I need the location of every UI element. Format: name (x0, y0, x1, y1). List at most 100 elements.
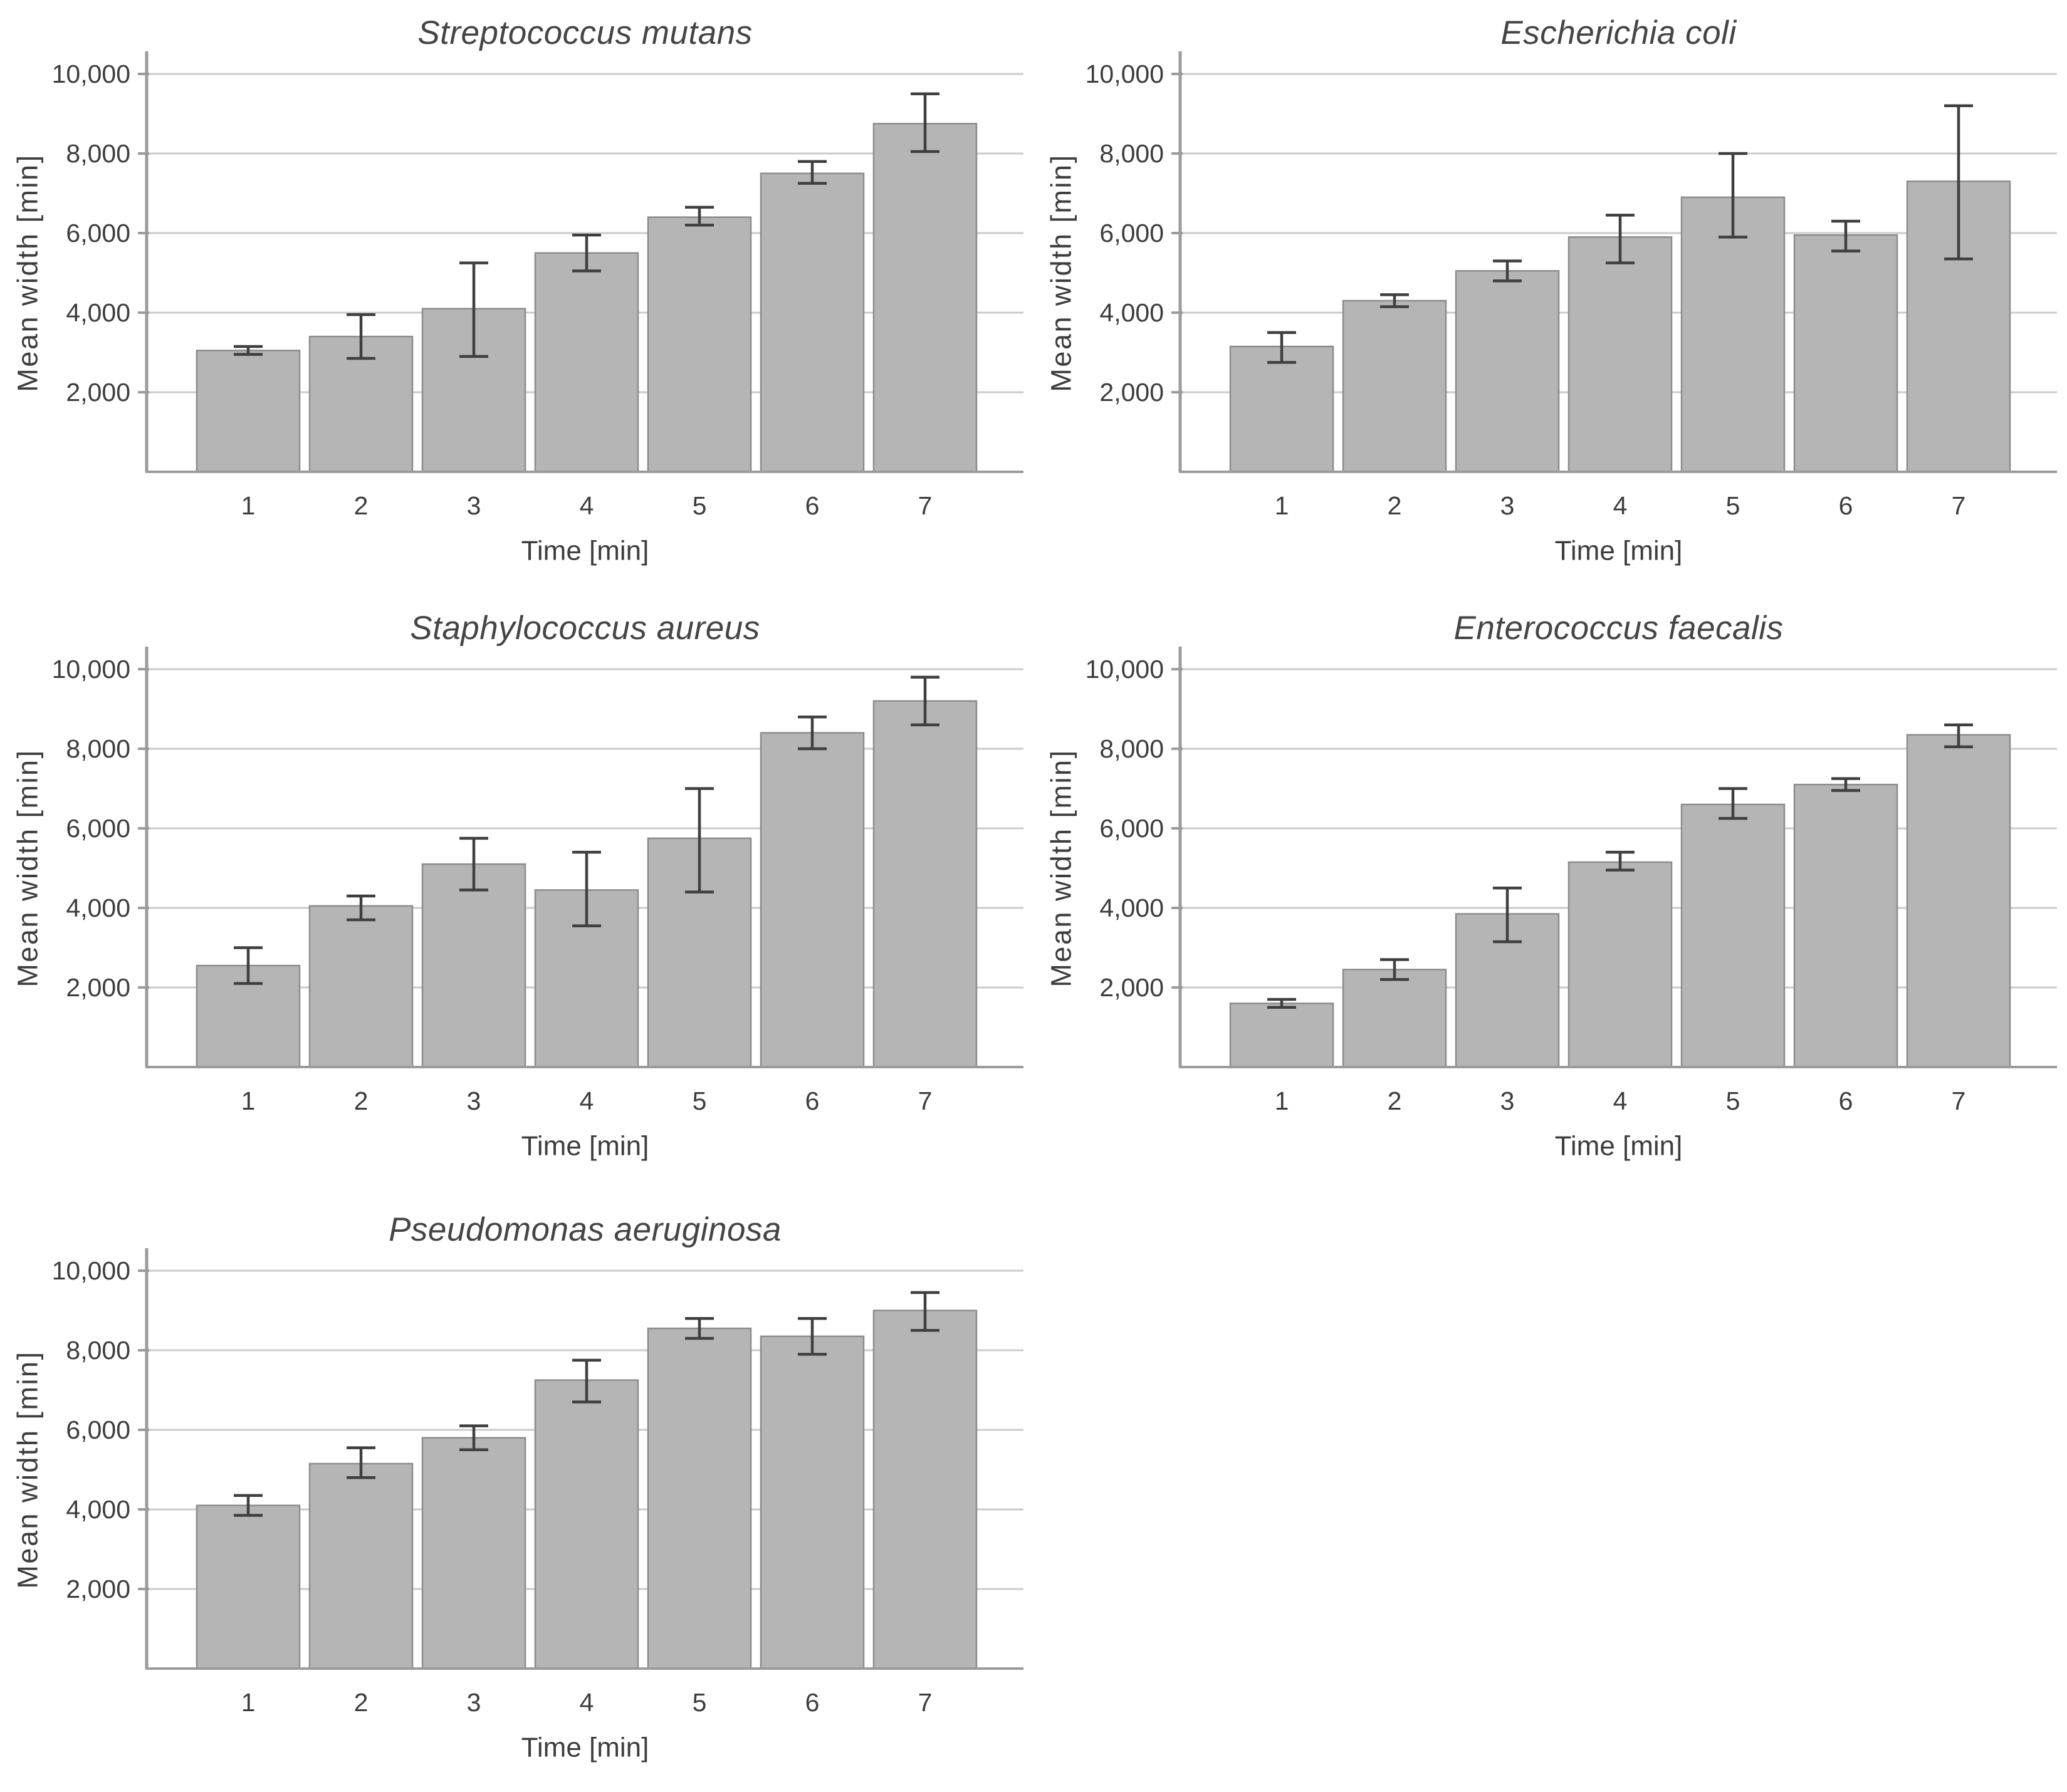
y-tick-label: 6,000 (66, 814, 130, 843)
x-axis-title: Time [min] (521, 536, 649, 566)
x-axis-title: Time [min] (521, 1732, 649, 1763)
chart-title: Enterococcus faecalis (1453, 610, 1784, 647)
y-tick-label: 8,000 (1099, 139, 1164, 168)
bar-t5 (647, 216, 752, 473)
bar-t5 (1680, 196, 1786, 473)
x-tick-label: 2 (1388, 491, 1402, 520)
x-tick-label: 1 (1275, 491, 1289, 520)
y-tick-label: 2,000 (66, 1575, 130, 1603)
chart-streptococcus-mutans: Streptococcus mutans 2,000 4,000 6,000 8,00… (0, 0, 1034, 595)
bar-t6 (760, 732, 865, 1068)
bar-t6 (760, 172, 865, 473)
y-tick-label: 4,000 (66, 298, 130, 327)
y-tick-label: 2,000 (1099, 378, 1164, 407)
bar-t5 (647, 1327, 752, 1670)
x-tick-label: 2 (354, 1086, 369, 1115)
bar-t4 (1567, 861, 1673, 1068)
y-tick-label: 8,000 (66, 139, 130, 168)
chart-title: Staphylococcus aureus (410, 610, 760, 647)
bar-t3 (421, 863, 526, 1068)
x-tick-label: 7 (1952, 491, 1966, 520)
y-tick-label: 10,000 (52, 655, 130, 684)
chart-title: Escherichia coli (1500, 14, 1737, 51)
chart-title: Streptococcus mutans (417, 14, 753, 51)
y-axis-title: Mean width [min] (1045, 749, 1077, 987)
bar-t1 (196, 350, 301, 473)
y-tick-label: 6,000 (1099, 219, 1164, 247)
bar-t6 (1793, 234, 1898, 473)
x-tick-label: 4 (580, 1086, 594, 1115)
x-tick-label: 4 (1613, 1086, 1628, 1115)
y-tick-label: 2,000 (66, 378, 130, 407)
x-tick-label: 6 (1839, 1086, 1853, 1115)
y-tick-label: 8,000 (66, 734, 130, 763)
empty-cell (1034, 1197, 2067, 1792)
bar-t5 (1680, 803, 1786, 1068)
bar-chart-svg: 2,000 4,000 6,000 8,000 10,000 1 2 3 4 5 6 7 Time [m… (1045, 647, 2057, 1162)
y-tick-label: 8,000 (1099, 734, 1164, 763)
y-axis-title: Mean width [min] (1045, 154, 1077, 392)
bar-t3 (1455, 270, 1560, 473)
bar-t1 (1229, 345, 1334, 473)
x-tick-label: 6 (805, 1688, 820, 1717)
x-tick-label: 5 (693, 1086, 707, 1115)
bar-t4 (1567, 236, 1673, 473)
y-tick-label: 10,000 (1086, 655, 1164, 684)
x-tick-label: 4 (1613, 491, 1628, 520)
x-tick-label: 3 (1500, 1086, 1515, 1115)
x-tick-label: 7 (1952, 1086, 1966, 1115)
x-tick-label: 5 (693, 491, 707, 520)
y-tick-label: 8,000 (66, 1336, 130, 1365)
chart-escherichia-coli: Escherichia coli 2,000 4,000 6,000 8,000 10,… (1034, 0, 2067, 595)
y-tick-label: 10,000 (1086, 60, 1164, 88)
bar-t2 (1342, 969, 1447, 1068)
x-tick-label: 2 (1388, 1086, 1402, 1115)
bar-t3 (421, 1437, 526, 1670)
bar-t7 (872, 123, 978, 473)
x-axis-title: Time [min] (521, 1131, 649, 1162)
y-axis-title: Mean width [min] (12, 154, 44, 392)
bar-chart-svg: 2,000 4,000 6,000 8,000 10,000 1 2 3 4 5 6 7 Time [m… (12, 647, 1023, 1162)
y-tick-label: 2,000 (66, 973, 130, 1002)
bar-t6 (760, 1335, 865, 1670)
y-tick-label: 10,000 (52, 60, 130, 88)
bar-t2 (308, 1462, 414, 1670)
y-tick-label: 4,000 (66, 893, 130, 922)
x-tick-label: 1 (241, 1688, 256, 1717)
x-tick-label: 6 (1839, 491, 1853, 520)
x-tick-label: 1 (241, 491, 256, 520)
bar-t1 (196, 1504, 301, 1670)
y-axis-title: Mean width [min] (12, 1350, 44, 1588)
chart-pseudomonas-aeruginosa: Pseudomonas aeruginosa 2,000 4,000 6,000 8,… (0, 1197, 1034, 1792)
y-axis-title: Mean width [min] (12, 749, 44, 987)
bar-t6 (1793, 783, 1898, 1068)
x-tick-label: 5 (1726, 1086, 1740, 1115)
x-axis-title: Time [min] (1555, 1131, 1683, 1162)
x-tick-label: 4 (580, 1688, 594, 1717)
bar-t4 (534, 1379, 639, 1670)
x-tick-label: 4 (580, 491, 594, 520)
x-tick-label: 3 (467, 491, 481, 520)
x-tick-label: 6 (805, 491, 820, 520)
bar-t4 (534, 252, 639, 473)
x-tick-label: 2 (354, 491, 369, 520)
x-tick-label: 7 (918, 1086, 933, 1115)
x-tick-label: 7 (918, 1688, 933, 1717)
x-tick-label: 3 (467, 1086, 481, 1115)
y-tick-label: 6,000 (66, 219, 130, 247)
y-tick-label: 4,000 (1099, 893, 1164, 922)
y-tick-label: 4,000 (1099, 298, 1164, 327)
x-axis-title: Time [min] (1555, 536, 1683, 566)
bar-t2 (308, 905, 414, 1068)
x-tick-label: 1 (241, 1086, 256, 1115)
chart-enterococcus-faecalis: Enterococcus faecalis 2,000 4,000 6,000 8,0… (1034, 595, 2067, 1190)
bar-t2 (1342, 300, 1447, 473)
bar-chart-svg: 2,000 4,000 6,000 8,000 10,000 1 2 3 4 5 6 7 Time [m… (12, 1248, 1023, 1763)
x-tick-label: 3 (467, 1688, 481, 1717)
bar-t7 (1906, 734, 2011, 1068)
x-tick-label: 2 (354, 1688, 369, 1717)
bar-t1 (1229, 1003, 1334, 1068)
y-tick-label: 6,000 (66, 1415, 130, 1444)
x-tick-label: 6 (805, 1086, 820, 1115)
